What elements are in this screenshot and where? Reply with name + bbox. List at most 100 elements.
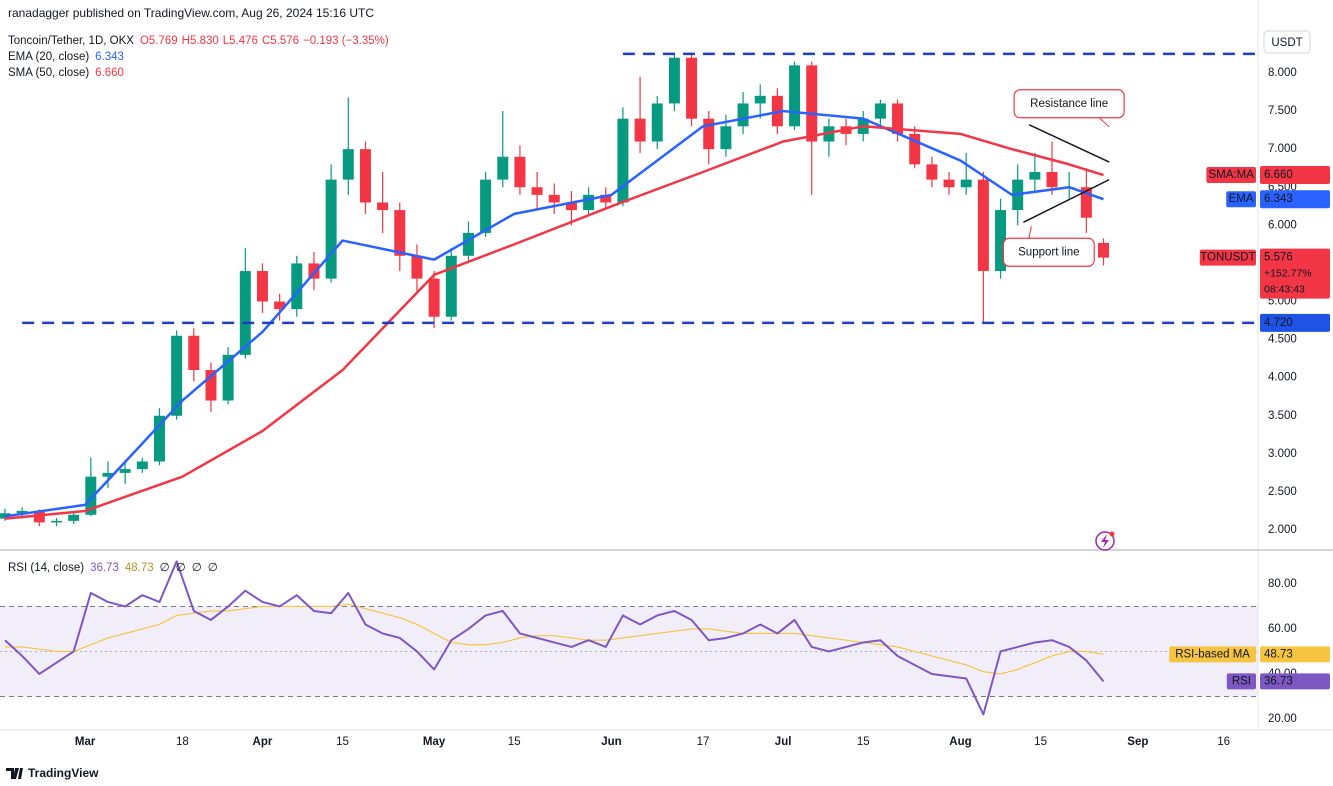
price-badge [1260,313,1330,332]
candle-body [531,187,543,195]
y-tick-label: 2.500 [1268,486,1297,498]
price-badge-label: 4.720 [1264,317,1293,329]
candle-body [720,126,732,150]
ohlc: H5.830 [182,35,219,47]
candle-body [102,472,114,477]
candle-body [377,202,389,211]
candle-body [85,476,97,515]
x-tick-label: Mar [75,736,96,748]
candle-body [291,263,303,310]
candle-body [274,301,286,310]
candle-body [359,149,371,203]
candle-body [222,354,234,401]
candle-body [16,510,28,514]
indicator-line [4,125,1104,520]
price-badge-label: 6.660 [1264,169,1293,181]
indicator-value: 6.660 [95,67,124,79]
candle-body [909,133,921,165]
currency: USDT [1271,37,1302,49]
x-tick-label: 15 [1034,736,1047,748]
lightning-icon[interactable] [1095,531,1115,551]
y-tick-label: 8.000 [1268,67,1297,79]
candle-body [617,118,629,203]
x-tick-label: 15 [857,736,870,748]
x-tick-label: 18 [176,736,189,748]
value-badge [1260,673,1330,690]
callout-box [1002,237,1095,267]
indicator-value: ∅ [160,562,170,574]
candle-body [806,65,818,142]
candle-body [428,278,440,317]
candle-body [583,194,595,211]
candle-body [153,415,165,462]
x-tick-label: Sep [1127,736,1148,748]
candle-body [754,95,766,104]
candle-body [171,335,183,416]
price-badge-label: 5.576 [1264,252,1293,264]
price-badge [1260,248,1330,299]
candle-body [480,179,492,233]
x-tick-label: 16 [1217,736,1230,748]
value-badge-label: 36.73 [1264,675,1293,687]
indicator-value: 48.73 [125,562,154,574]
x-tick-label: 15 [336,736,349,748]
candle-body [789,65,801,127]
name-badge-label: TONUSDT [1200,252,1255,264]
indicator-value: ∅ [176,562,186,574]
candle-body [342,149,354,180]
indicator-name: SMA (50, close) [8,67,89,79]
value-badge [1260,646,1330,663]
callout-label: Resistance line [1030,98,1108,110]
name-badge [1206,167,1256,184]
candle-body [943,179,955,188]
candle-body [119,469,131,473]
candle-body [960,179,972,188]
currency-box[interactable] [1263,30,1311,54]
footer-brand: TradingView [28,766,99,780]
rsi-band [0,606,1258,697]
rsi-line [5,603,1104,675]
candle-body [926,164,938,180]
name-badge-label: RSI-based MA [1175,648,1250,660]
candle-body [668,57,680,104]
candle-body [239,271,251,355]
publisher: ranadagger published on TradingView.com,… [8,6,374,20]
candle-body [68,514,80,521]
indicator-value: ∅ [192,562,202,574]
y-tick-label: 7.000 [1268,143,1297,155]
badges: 6.660 SMA:MA 6.343 EMA 5.576 +152.77% 08:43:43… [1199,166,1330,332]
y-tick-label: 7.500 [1268,105,1297,117]
ohlc: −0.193 (−3.35%) [303,35,389,47]
trend-line [1023,178,1110,223]
symbol: Toncoin/Tether, 1D, OKX [8,35,134,47]
panes: 2.0002.5003.0003.5004.0004.5005.0005.500… [0,52,1297,748]
indicator-value: 36.73 [90,562,119,574]
y-tick-label: 60.00 [1268,623,1297,635]
logo[interactable] [6,768,23,779]
name-badge-label: EMA [1229,193,1254,205]
rsi-line [4,560,1105,716]
candle-body [411,255,423,279]
candle-body [1029,172,1041,180]
callout-label: Support line [1018,246,1079,258]
candle-body [1080,187,1092,218]
trend-line [1028,124,1110,163]
candle-body [256,271,268,302]
price-badge [1260,190,1330,209]
name-badge [1226,191,1256,208]
candle-body [514,156,526,188]
candle-body [651,103,663,142]
price-badge-extra: +152.77% [1264,267,1312,279]
y-tick-label: 3.000 [1268,448,1297,460]
candle-body [188,335,200,371]
y-tick-label: 6.000 [1268,219,1297,231]
candle-body [548,194,560,203]
ohlc: L5.476 [223,35,258,47]
candle-body [497,156,509,180]
y-tick-label: 80.00 [1268,578,1297,590]
x-tick-label: Jun [601,736,621,748]
name-badge [1226,673,1256,690]
price-badge [1260,166,1330,185]
